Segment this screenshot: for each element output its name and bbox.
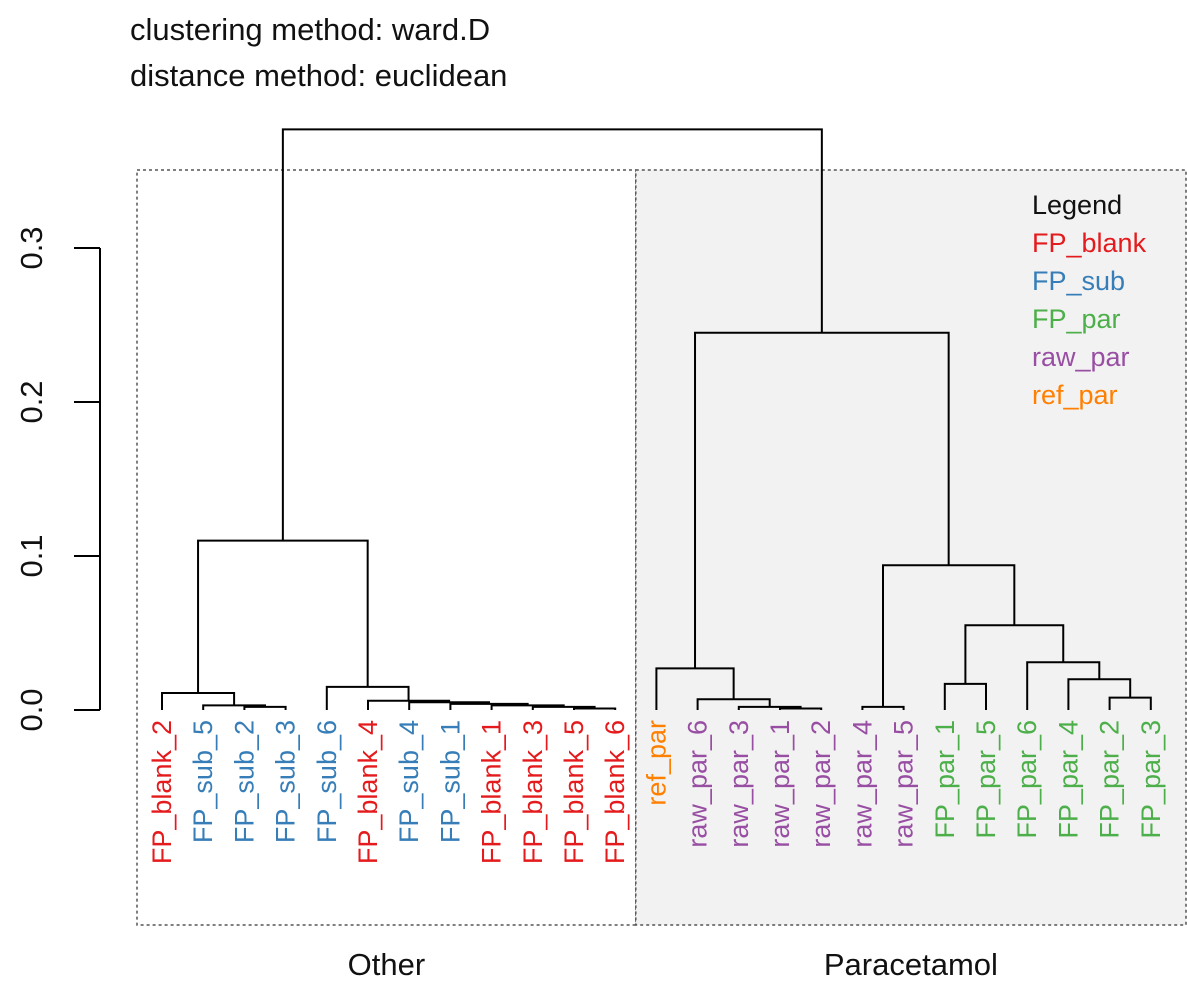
leaf-label-fp-par-4: FP_par_4 bbox=[1053, 720, 1083, 839]
cluster-labels: Other Paracetamol bbox=[348, 947, 998, 981]
legend-entry-fp-blank: FP_blank bbox=[1032, 228, 1147, 258]
merge-n3 bbox=[161, 692, 236, 710]
y-axis: 0.0 0.1 0.2 0.3 bbox=[14, 226, 101, 732]
distance-method-label: distance method: euclidean bbox=[130, 58, 508, 93]
legend-title: Legend bbox=[1032, 190, 1122, 220]
y-tick-label-1: 0.1 bbox=[14, 534, 49, 577]
leaf-label-fp-sub-5: FP_sub_5 bbox=[188, 720, 218, 843]
legend-entry-fp-sub: FP_sub bbox=[1032, 266, 1125, 296]
leaf-labels: FP_blank_2 FP_sub_5 FP_sub_2 FP_sub_3 FP_sub… bbox=[147, 720, 1166, 864]
leaf-label-fp-par-6: FP_par_6 bbox=[1012, 720, 1042, 839]
y-tick-label-3: 0.3 bbox=[14, 226, 49, 269]
cluster-label-paracetamol: Paracetamol bbox=[824, 947, 998, 981]
leaf-label-fp-sub-4: FP_sub_4 bbox=[394, 720, 424, 843]
leaf-label-fp-sub-1: FP_sub_1 bbox=[435, 720, 465, 843]
leaf-label-fp-blank-1: FP_blank_1 bbox=[477, 720, 507, 864]
legend-entry-raw-par: raw_par bbox=[1032, 342, 1130, 372]
legend-entry-ref-par: ref_par bbox=[1032, 380, 1118, 410]
leaf-label-fp-blank-6: FP_blank_6 bbox=[600, 720, 630, 864]
legend: Legend FP_blank FP_sub FP_par raw_par ref_par bbox=[1032, 190, 1147, 410]
leaf-label-fp-sub-6: FP_sub_6 bbox=[312, 720, 342, 843]
leaf-label-fp-blank-4: FP_blank_4 bbox=[353, 720, 383, 864]
leaf-label-fp-blank-2: FP_blank_2 bbox=[147, 720, 177, 864]
clustering-method-label: clustering method: ward.D bbox=[130, 12, 491, 47]
cluster-label-other: Other bbox=[348, 947, 426, 981]
leaf-label-ref-par: ref_par bbox=[641, 720, 671, 806]
merge-n1 bbox=[243, 705, 287, 710]
leaf-label-fp-sub-3: FP_sub_3 bbox=[271, 720, 301, 843]
leaf-label-fp-blank-5: FP_blank_5 bbox=[559, 720, 589, 864]
leaf-label-fp-par-1: FP_par_1 bbox=[930, 720, 960, 839]
leaf-label-raw-par-4: raw_par_4 bbox=[847, 720, 877, 848]
leaf-label-fp-par-2: FP_par_2 bbox=[1095, 720, 1125, 839]
dendrogram-tree bbox=[161, 128, 1152, 710]
leaf-label-fp-blank-3: FP_blank_3 bbox=[518, 720, 548, 864]
leaf-label-raw-par-5: raw_par_5 bbox=[889, 720, 919, 848]
leaf-label-raw-par-2: raw_par_2 bbox=[806, 720, 836, 848]
leaf-label-raw-par-6: raw_par_6 bbox=[683, 720, 713, 848]
cluster-panel-paracetamol bbox=[635, 169, 1187, 926]
merge-n11 bbox=[197, 539, 369, 694]
merge-n7 bbox=[449, 702, 529, 710]
merge-n4 bbox=[573, 707, 617, 710]
y-tick-label-0: 0.0 bbox=[14, 688, 49, 731]
cluster-panels bbox=[136, 169, 1187, 926]
leaf-label-raw-par-1: raw_par_1 bbox=[765, 720, 795, 848]
y-tick-label-2: 0.2 bbox=[14, 380, 49, 423]
leaf-label-raw-par-3: raw_par_3 bbox=[724, 720, 754, 848]
legend-entry-fp-par: FP_par bbox=[1032, 304, 1121, 334]
leaf-label-fp-sub-2: FP_sub_2 bbox=[229, 720, 259, 843]
merge-n24 bbox=[281, 128, 823, 541]
leaf-label-fp-par-3: FP_par_3 bbox=[1136, 720, 1166, 839]
leaf-label-fp-par-5: FP_par_5 bbox=[971, 720, 1001, 839]
